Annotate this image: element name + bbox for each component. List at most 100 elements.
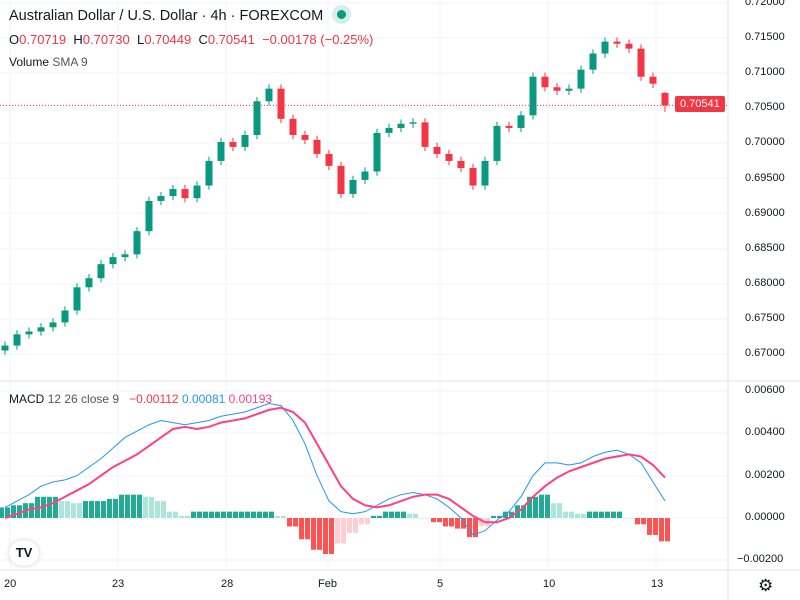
macd-legend[interactable]: MACD 12 26 close 9 −0.00112 0.00081 0.00… (9, 392, 272, 406)
macd-histogram-bar (407, 513, 412, 518)
macd-histogram-bar (263, 511, 268, 518)
macd-histogram-bar (287, 518, 292, 527)
macd-histogram-bar (257, 511, 262, 518)
time-tick: 10 (543, 578, 556, 590)
candle-body (109, 257, 117, 265)
candle-body (421, 122, 429, 147)
macd-histogram-bar (521, 505, 526, 518)
macd-histogram-bar (401, 511, 406, 518)
macd-histogram-bar (197, 511, 202, 518)
macd-histogram-bar (335, 518, 340, 544)
candle-body (61, 310, 69, 323)
signal-line (4, 406, 666, 524)
candle-body (193, 185, 201, 199)
candle-body (541, 76, 549, 88)
macd-histogram-bar (119, 494, 124, 518)
macd-histogram-bar (281, 515, 286, 518)
candle-body (373, 132, 381, 172)
macd-histogram-bar (611, 511, 616, 518)
macd-histogram-bar (245, 511, 250, 518)
macd-histogram-bar (329, 518, 334, 555)
candle-body (157, 196, 165, 201)
macd-histogram-bar (395, 511, 400, 518)
price-tick: 0.70500 (745, 101, 785, 114)
time-tick: 28 (221, 578, 234, 590)
macd-histogram-bar (473, 518, 478, 538)
macd-histogram-bar (0, 507, 4, 518)
candle-body (241, 134, 249, 147)
candle-body (493, 125, 501, 161)
macd-histogram-bar (59, 501, 64, 518)
macd-histogram-bar (275, 515, 280, 518)
macd-histogram-bar (449, 518, 454, 527)
price-tick: 0.67000 (745, 347, 785, 359)
close-value: 0.70541 (207, 32, 255, 47)
candle-body (1, 345, 9, 351)
macd-tick: 0.00200 (745, 468, 785, 481)
macd-histogram-bar (503, 511, 508, 518)
macd-histogram-bar (53, 496, 58, 518)
candle-body (289, 118, 297, 135)
time-tick: 5 (437, 578, 444, 590)
tradingview-logo[interactable]: TV (9, 540, 39, 566)
macd-tick: −0.00200 (737, 553, 784, 566)
settings-gear-icon[interactable]: ⚙ (758, 576, 774, 595)
macd-tick: 0.00000 (745, 510, 785, 523)
h-label: H (73, 32, 83, 47)
macd-histogram-bar (533, 496, 538, 518)
candle-body (205, 160, 213, 186)
macd-histogram-bar (71, 503, 76, 518)
price-tick: 0.68500 (745, 241, 785, 254)
macd-histogram-bar (149, 496, 154, 518)
macd-histogram-bar (461, 518, 466, 529)
macd-histogram-bar (269, 511, 274, 518)
macd-histogram-bar (389, 511, 394, 518)
c-label: C (198, 32, 208, 47)
macd-hist-value: −0.00112 (129, 392, 179, 406)
price-tick: 0.71000 (745, 66, 785, 79)
macd-histogram-bar (623, 518, 628, 519)
candle-body (649, 76, 657, 84)
macd-histogram-bar (203, 511, 208, 518)
macd-line (4, 403, 666, 536)
macd-histogram-bar (323, 518, 328, 555)
macd-histogram-bar (353, 518, 358, 533)
candle-body (517, 115, 525, 128)
macd-histogram-bar (497, 515, 502, 518)
macd-histogram-bar (65, 501, 70, 518)
macd-histogram-bar (209, 511, 214, 518)
time-tick: 13 (651, 578, 664, 590)
price-tick: 0.70000 (745, 136, 785, 149)
candle-body (433, 146, 441, 154)
macd-histogram-bar (89, 501, 94, 518)
macd-histogram-bar (155, 501, 160, 518)
macd-histogram-bar (443, 518, 448, 527)
macd-histogram-bar (575, 513, 580, 518)
macd-histogram-bar (17, 505, 22, 518)
macd-histogram-bar (527, 496, 532, 518)
candle-body (97, 264, 105, 279)
candle-body (169, 189, 177, 197)
candle-body (325, 153, 333, 166)
candle-body (445, 153, 453, 161)
macd-histogram-bar (359, 518, 364, 525)
macd-histogram-bar (215, 511, 220, 518)
macd-tick: 0.00600 (745, 384, 785, 396)
macd-histogram-bar (341, 518, 346, 544)
candle-body (661, 92, 669, 106)
price-tick: 0.71500 (745, 31, 785, 44)
candle-body (253, 101, 261, 135)
macd-histogram-bar (251, 511, 256, 518)
macd-histogram-bar (509, 511, 514, 518)
candle-body (133, 231, 141, 255)
candle-body (469, 167, 477, 186)
macd-histogram-bar (11, 505, 16, 518)
macd-histogram-bar (317, 518, 322, 550)
macd-histogram-bar (437, 518, 442, 523)
symbol-title[interactable]: Australian Dollar / U.S. Dollar · 4h · F… (9, 8, 347, 24)
signal-value: 0.00193 (228, 392, 273, 406)
candle-body (457, 160, 465, 168)
volume-legend[interactable]: Volume SMA 9 (9, 55, 88, 69)
candle-body (265, 88, 273, 102)
